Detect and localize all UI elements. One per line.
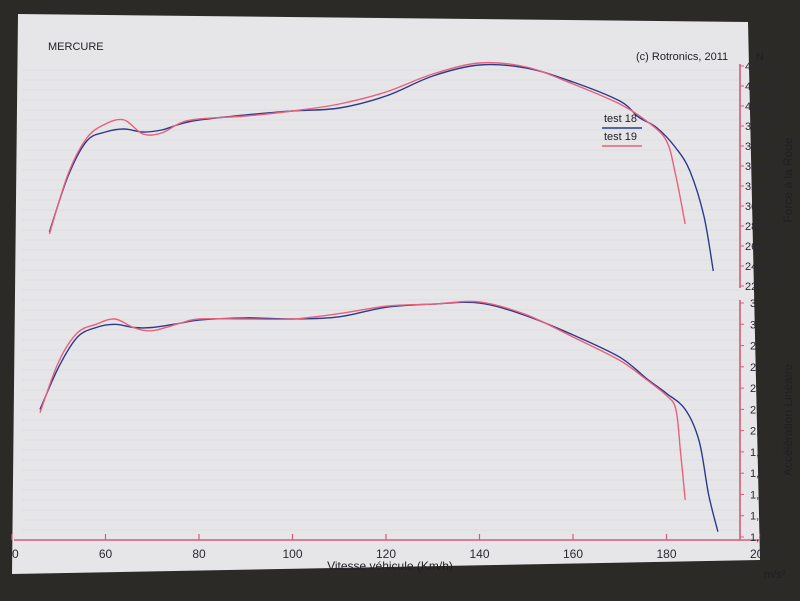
bottom-y-tick-label: 2,8 [750,341,765,353]
bottom-y-axis-title: Accélération Linéaire [781,364,795,476]
top-y-tick-label: 3400 [745,161,769,173]
x-tick-label: 180 [656,547,676,561]
top-y-tick-label: 2800 [745,221,769,233]
top-y-tick-label: 4000 [745,101,769,113]
bottom-y-tick-label: 3,2 [750,298,765,310]
axis-lines [11,64,761,541]
bottom-y-tick-label: 1,8 [750,447,765,459]
tick-labels: 40 60 80 100 120 140 160 180 200 2200 2400 2600 2800… [5,61,770,561]
top-y-tick-label: 3800 [745,121,769,133]
x-tick-label: 60 [99,547,113,561]
legend-label-test18: test 18 [604,113,637,125]
paper-sheet [12,14,760,574]
x-tick-label: 40 [5,547,19,561]
grid-lines [22,69,740,541]
legend-label-test19: test 19 [604,131,637,143]
top-y-tick-label: 3600 [745,141,769,153]
top-y-tick-label: 3000 [745,201,769,213]
bottom-y-tick-label: 1,6 [750,468,765,480]
bottom-y-tick-label: 1,0 [750,532,765,544]
force-series-test19 [48,61,686,235]
top-y-unit: N [756,51,764,63]
bottom-y-tick-label: 1,4 [750,489,765,501]
top-y-tick-label: 2600 [745,241,769,253]
x-axis-title: Vitesse véhicule (Km/h) [327,559,453,573]
x-tick-label: 80 [192,547,206,561]
force-series-test18 [48,63,714,272]
accel-series-test18 [39,301,719,532]
series-lines [39,61,719,532]
top-y-tick-label: 4400 [745,61,769,73]
bottom-y-tick-label: 2,2 [750,404,765,416]
top-y-tick-label: 2400 [745,261,769,273]
top-y-tick-label: 3200 [745,181,769,193]
bottom-y-tick-label: 2,4 [750,383,765,395]
accel-series-test19 [39,300,686,500]
x-tick-label: 100 [282,547,302,561]
copyright-note: (c) Rotronics, 2011 [636,51,728,63]
top-y-axis-title: Force à la Roue [781,137,795,223]
bottom-y-tick-label: 2,6 [750,362,765,374]
legend: test 18 test 19 [602,113,642,147]
x-tick-label: 200 [750,547,770,561]
x-tick-label: 140 [469,547,489,561]
bottom-y-tick-label: 1,2 [750,511,765,523]
bottom-y-tick-label: 2,0 [750,426,765,438]
x-tick-label: 120 [376,547,396,561]
bottom-y-unit: m/s² [764,569,786,581]
page-title: MERCURE [48,41,104,53]
top-y-tick-label: 2200 [745,281,769,293]
x-tick-label: 160 [563,547,583,561]
top-y-tick-label: 4200 [745,81,769,93]
bottom-y-tick-label: 3,0 [750,319,765,331]
